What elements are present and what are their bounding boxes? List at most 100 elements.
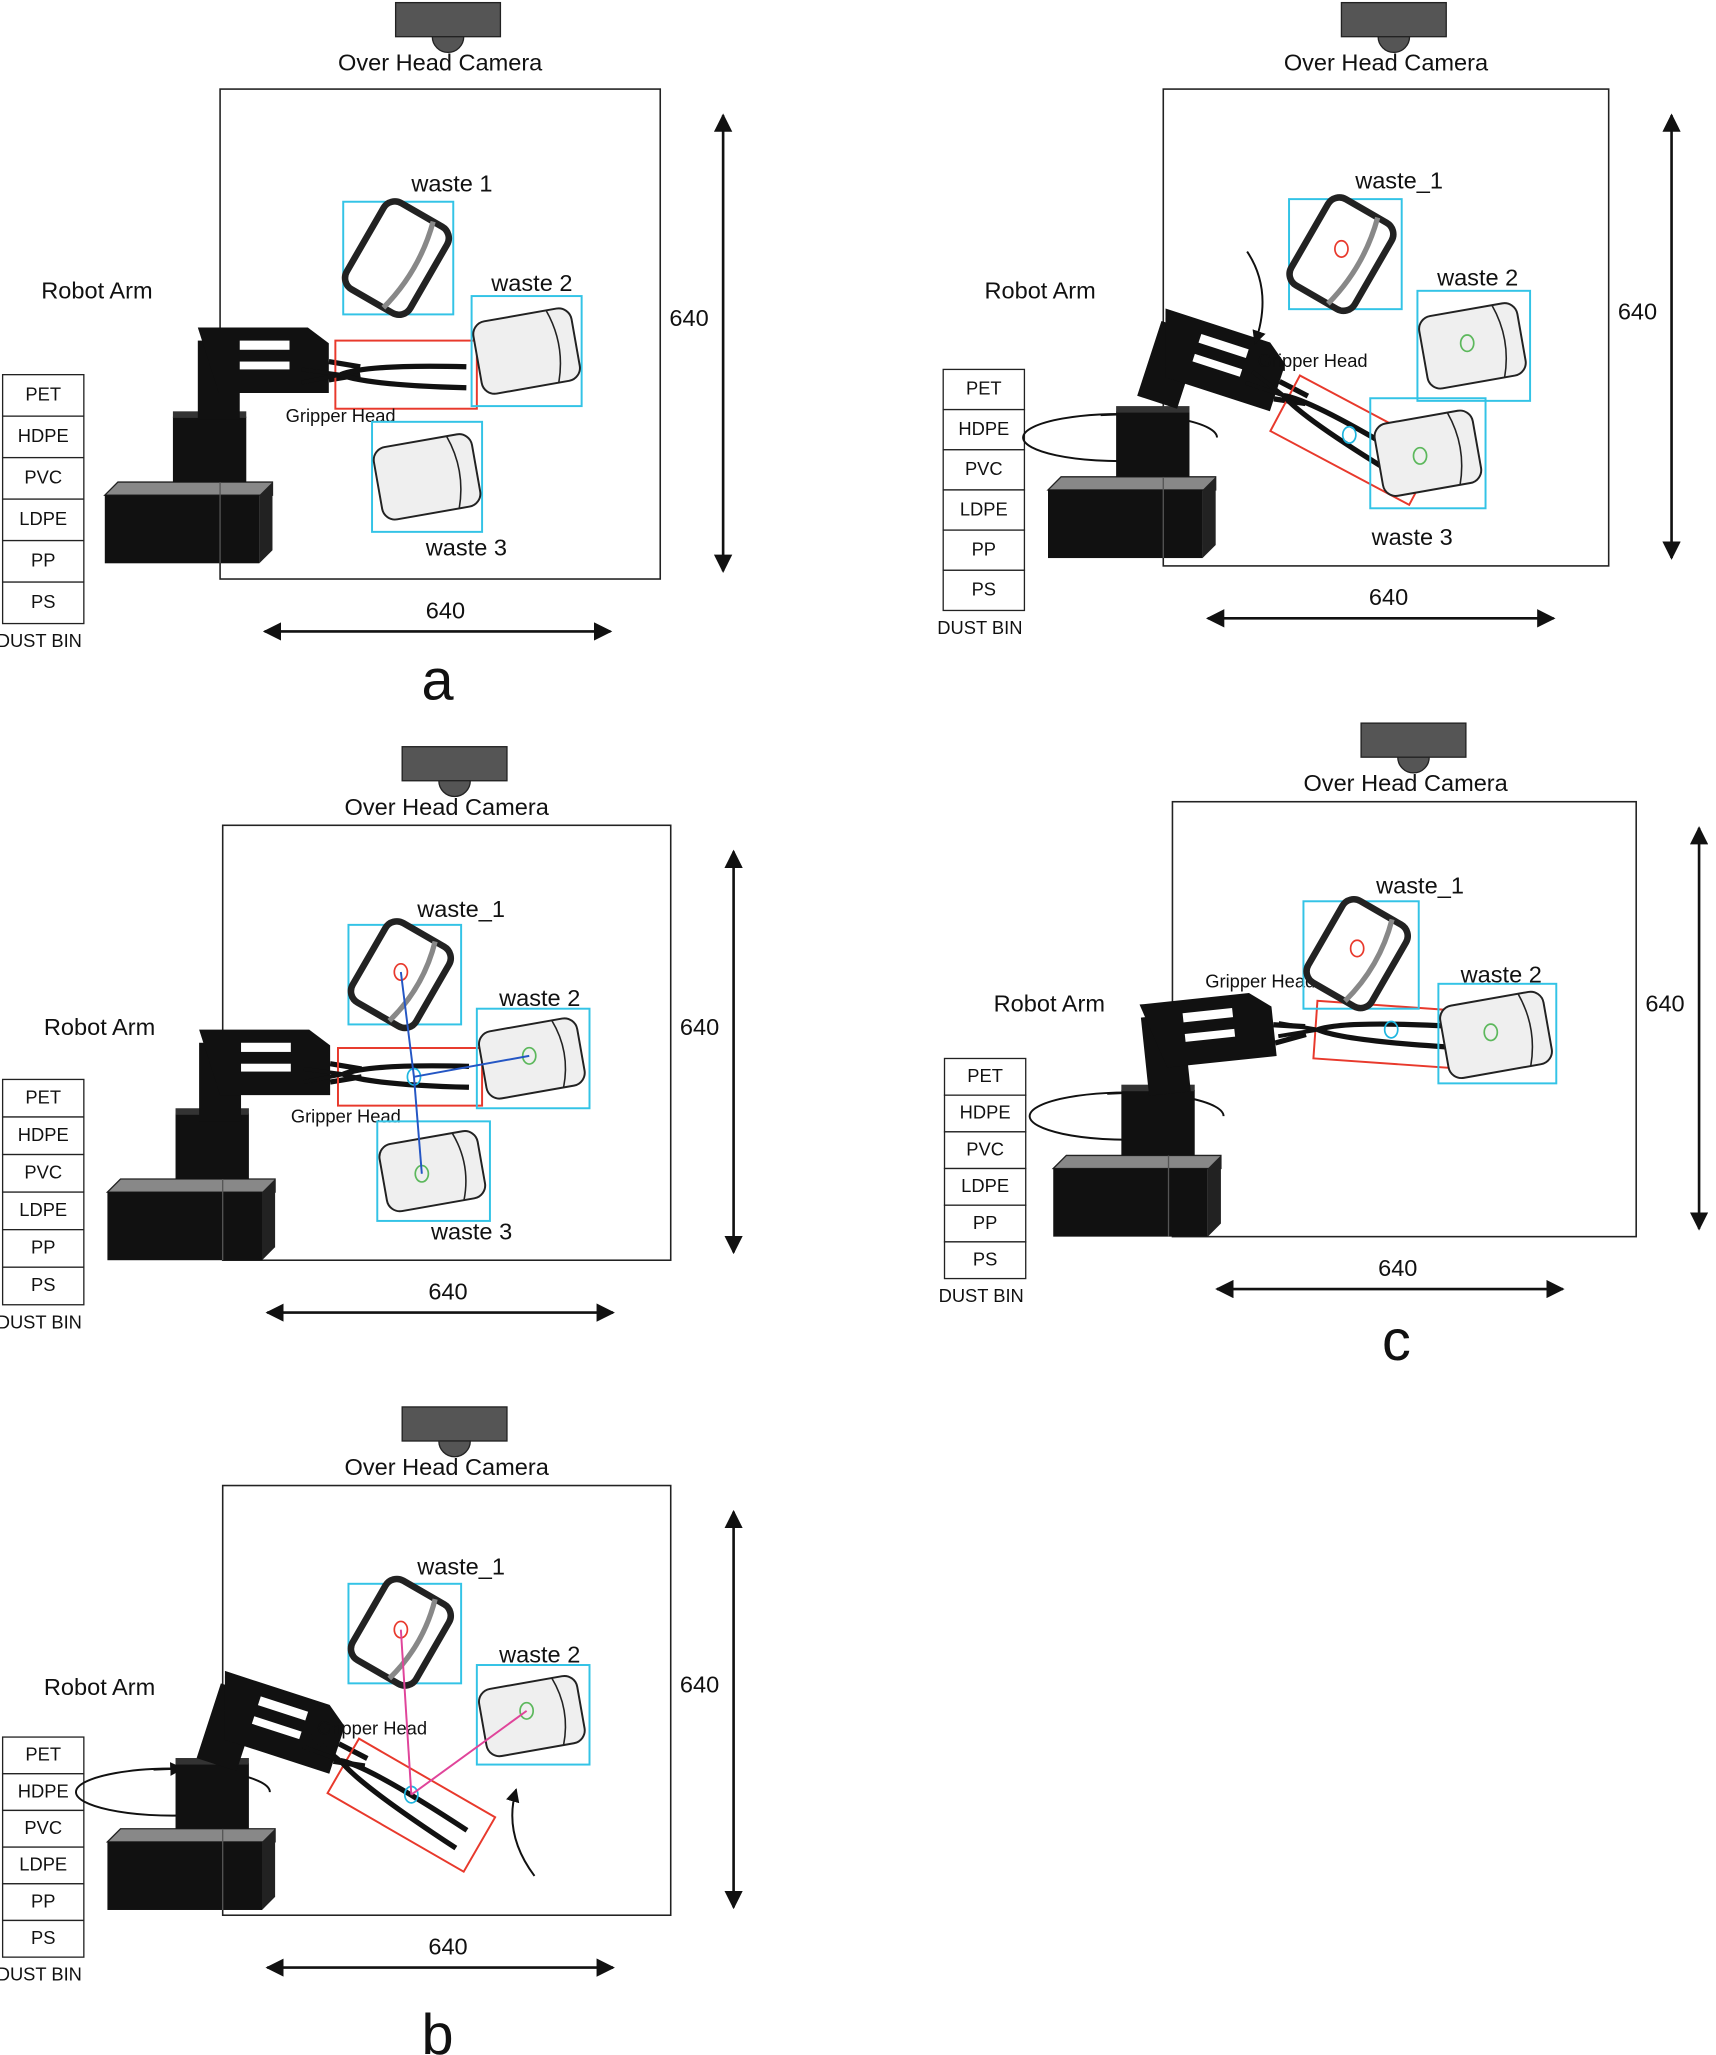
waste-1-label: waste_1 xyxy=(1375,872,1464,898)
dust-bin: PET HDPE PVC LDPE PP PS DUST BIN xyxy=(0,374,85,651)
bottle-body xyxy=(1303,896,1411,1012)
horizontal-dimension-label: 640 xyxy=(426,597,465,623)
bin-label-pp: PP xyxy=(972,538,996,559)
base-top-face xyxy=(105,1828,276,1843)
bin-label-pvc: PVC xyxy=(965,458,1003,479)
camera-body xyxy=(1360,722,1467,758)
arm-slot-1 xyxy=(1182,1007,1234,1023)
bin-label-pet: PET xyxy=(25,384,61,405)
gripper-rod-2 xyxy=(302,1744,342,1763)
camera-label: Over Head Camera xyxy=(345,794,550,820)
dust-bin: PET HDPE PVC LDPE PP PS DUST BIN xyxy=(0,1736,85,1985)
turret xyxy=(175,1113,249,1179)
bin-label-hdpe: HDPE xyxy=(18,1780,69,1801)
panel-caption: c xyxy=(1382,1309,1411,1373)
bin-cell-pvc xyxy=(943,1131,1027,1170)
bottle-neck-line xyxy=(545,310,562,383)
gripper-head-label: Gripper Head xyxy=(1258,350,1368,371)
turret xyxy=(172,416,247,483)
bin-cell-pvc xyxy=(1,1809,85,1848)
gripper-rod-1 xyxy=(303,1067,344,1077)
horizontal-dimension-label: 640 xyxy=(428,1934,467,1960)
camera-lens xyxy=(1397,756,1430,774)
dust-bin: PET HDPE PVC LDPE PP PS DUST BIN xyxy=(0,1078,85,1332)
bin-label-hdpe: HDPE xyxy=(960,1102,1011,1123)
waste-3-box xyxy=(371,420,484,533)
bottle-neck-line xyxy=(387,940,438,1023)
waste-1-marker xyxy=(393,962,409,982)
bin-label-hdpe: HDPE xyxy=(958,418,1009,439)
waste-2-label: waste 2 xyxy=(1436,265,1518,291)
arm-slot-2 xyxy=(1184,1028,1236,1042)
path-to-waste-2 xyxy=(413,1054,530,1078)
path-to-waste-1 xyxy=(399,1629,413,1795)
base-side-face xyxy=(262,1179,276,1261)
base-front-face xyxy=(107,1841,262,1910)
bin-cell-ps xyxy=(942,569,1026,612)
base-side-face xyxy=(259,482,273,564)
bin-cell-ldpe xyxy=(943,1167,1027,1206)
bin-label-pet: PET xyxy=(967,1065,1003,1086)
bin-cell-ps xyxy=(1,1919,85,1958)
gripper-finger-bottom xyxy=(1316,1027,1462,1051)
base-front-face xyxy=(104,495,260,564)
waste-1-marker xyxy=(1349,939,1365,958)
bin-label-pet: PET xyxy=(25,1086,61,1107)
waste-1-bottle xyxy=(341,198,453,319)
camera-body xyxy=(394,1,502,38)
gripper-marker xyxy=(1383,1020,1399,1039)
dust-bin: PET HDPE PVC LDPE PP PS DUST BIN xyxy=(937,368,1026,638)
waste-2-box xyxy=(1416,289,1532,402)
bin-label-ps: PS xyxy=(973,1248,997,1269)
bottle-body xyxy=(1286,194,1397,315)
bin-cell-pvc xyxy=(942,449,1026,491)
camera-label: Over Head Camera xyxy=(338,50,543,76)
robot-arm-base xyxy=(1046,406,1217,559)
bottle-neck-line xyxy=(381,220,436,310)
vertical-dimension-label: 640 xyxy=(680,1672,719,1698)
camera-lens xyxy=(431,36,465,53)
vertical-dimension-label: 640 xyxy=(1645,990,1684,1016)
camera-body xyxy=(401,746,508,782)
robot-arm-label: Robot Arm xyxy=(44,1014,155,1040)
panel-caption: a xyxy=(422,649,455,713)
arm-slot-1 xyxy=(1198,333,1249,359)
path-to-waste-1 xyxy=(399,971,415,1077)
waste-2-marker xyxy=(1483,1023,1499,1042)
bottle-neck-line xyxy=(445,435,462,509)
bin-label-ldpe: LDPE xyxy=(19,1199,67,1220)
bin-label-ldpe: LDPE xyxy=(19,1854,67,1875)
bin-cell-ps xyxy=(1,1266,85,1306)
waste-2-label: waste 2 xyxy=(490,270,572,296)
turret xyxy=(1121,1089,1195,1156)
turret-cap xyxy=(1116,406,1190,413)
arm-slot-1 xyxy=(241,1042,291,1052)
horizontal-dimension-label: 640 xyxy=(1369,584,1408,610)
bin-cell-pvc xyxy=(1,1153,85,1193)
bin-cell-pp xyxy=(942,529,1026,571)
bin-label-pvc: PVC xyxy=(966,1138,1004,1159)
waste-3-label: waste 3 xyxy=(1371,524,1453,550)
bin-label-hdpe: HDPE xyxy=(18,1124,69,1145)
waste-3-label: waste 3 xyxy=(430,1218,512,1244)
waste-2-marker xyxy=(521,1046,537,1065)
bin-label-ps: PS xyxy=(31,1927,55,1948)
panel-b2: Over Head Camera 640 640 Robot Arm PET HDPE PV… xyxy=(0,1406,743,2055)
gripper-rod-2 xyxy=(1245,380,1285,398)
waste-2-bottle xyxy=(478,1017,586,1100)
turret xyxy=(175,1763,249,1829)
robot-arm-label: Robot Arm xyxy=(44,1674,155,1700)
base-side-face xyxy=(262,1828,276,1910)
bottle-body xyxy=(1439,990,1553,1080)
bin-cell-ldpe xyxy=(1,1191,85,1231)
waste-2-label: waste 2 xyxy=(498,985,580,1011)
arm-link xyxy=(1139,993,1277,1068)
bottle-neck-line xyxy=(1491,304,1508,378)
waste-1-marker xyxy=(1334,239,1349,258)
bin-cell-pp xyxy=(1,1883,85,1922)
waste-1-bottle xyxy=(1286,194,1397,315)
bin-cell-pet xyxy=(942,368,1026,411)
bin-label-pvc: PVC xyxy=(24,1162,62,1183)
gripper-rod-1 xyxy=(308,1733,342,1763)
bin-label-pvc: PVC xyxy=(24,1817,62,1838)
